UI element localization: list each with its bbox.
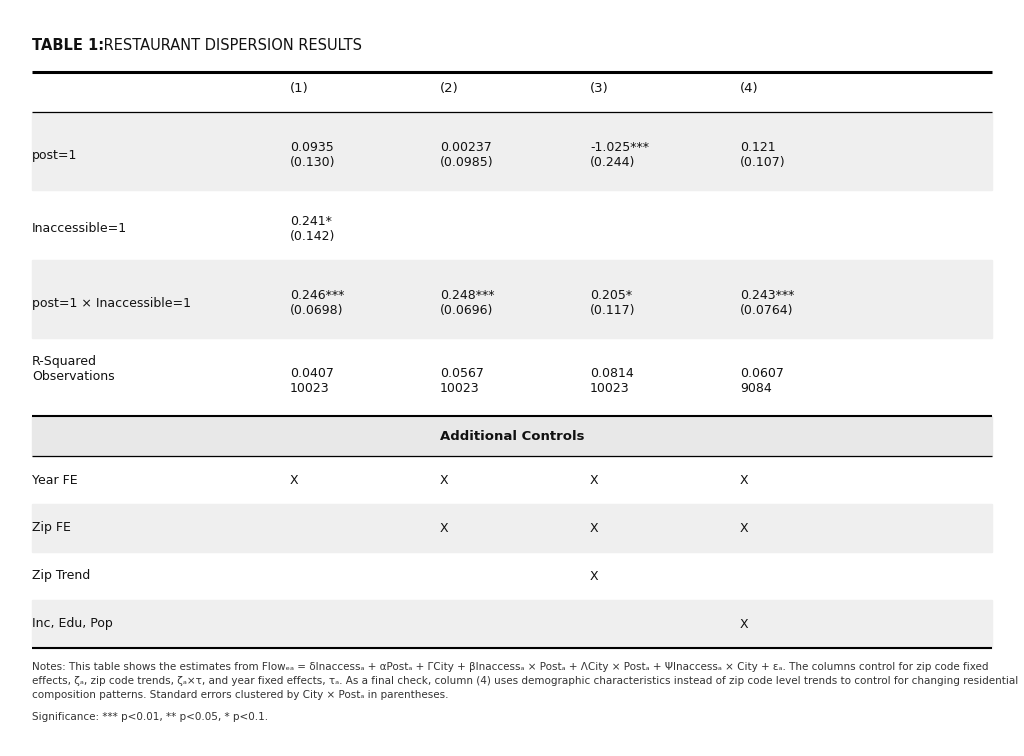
Text: 0.00237
(0.0985): 0.00237 (0.0985) — [440, 141, 494, 169]
Text: 0.0607
9084: 0.0607 9084 — [740, 367, 784, 395]
Text: Zip Trend: Zip Trend — [32, 569, 90, 583]
Text: TABLE 1:: TABLE 1: — [32, 38, 104, 53]
Text: (4): (4) — [740, 82, 759, 95]
Text: Year FE: Year FE — [32, 473, 78, 487]
Text: X: X — [590, 473, 599, 487]
Text: 0.0567
10023: 0.0567 10023 — [440, 367, 484, 395]
Text: X: X — [440, 473, 449, 487]
Text: 0.0407
10023: 0.0407 10023 — [290, 367, 334, 395]
Text: X: X — [740, 522, 749, 534]
Text: 0.0935
(0.130): 0.0935 (0.130) — [290, 141, 336, 169]
Text: 0.246***
(0.0698): 0.246*** (0.0698) — [290, 289, 344, 317]
Bar — [32, 416, 992, 456]
Text: 0.121
(0.107): 0.121 (0.107) — [740, 141, 785, 169]
Text: X: X — [740, 618, 749, 631]
Text: post=1 × Inaccessible=1: post=1 × Inaccessible=1 — [32, 296, 191, 309]
Text: X: X — [590, 522, 599, 534]
Text: X: X — [290, 473, 299, 487]
Text: -1.025***
(0.244): -1.025*** (0.244) — [590, 141, 649, 169]
Bar — [32, 112, 992, 190]
Text: R-Squared
Observations: R-Squared Observations — [32, 355, 115, 383]
Text: Zip FE: Zip FE — [32, 522, 71, 534]
Text: X: X — [740, 473, 749, 487]
Text: (2): (2) — [440, 82, 459, 95]
Text: (3): (3) — [590, 82, 608, 95]
Bar — [32, 600, 992, 648]
Text: 0.248***
(0.0696): 0.248*** (0.0696) — [440, 289, 495, 317]
Text: Inc, Edu, Pop: Inc, Edu, Pop — [32, 618, 113, 631]
Text: Notes: This table shows the estimates from Flowₑₐ = δInaccessₐ + αPostₐ + ΓCity⁣: Notes: This table shows the estimates fr… — [32, 662, 988, 672]
Text: RESTAURANT DISPERSION RESULTS: RESTAURANT DISPERSION RESULTS — [99, 38, 362, 53]
Text: post=1: post=1 — [32, 148, 78, 162]
Text: composition patterns. Standard errors clustered by City⁣ × Postₐ in parentheses.: composition patterns. Standard errors cl… — [32, 690, 449, 700]
Text: 0.241*
(0.142): 0.241* (0.142) — [290, 215, 336, 243]
Text: 0.0814
10023: 0.0814 10023 — [590, 367, 634, 395]
Text: 0.205*
(0.117): 0.205* (0.117) — [590, 289, 636, 317]
Text: 0.243***
(0.0764): 0.243*** (0.0764) — [740, 289, 795, 317]
Text: Significance: *** p<0.01, ** p<0.05, * p<0.1.: Significance: *** p<0.01, ** p<0.05, * p… — [32, 712, 268, 722]
Bar — [32, 260, 992, 338]
Text: X: X — [590, 569, 599, 583]
Text: (1): (1) — [290, 82, 309, 95]
Text: X: X — [440, 522, 449, 534]
Bar — [32, 504, 992, 552]
Text: effects, ζₐ, zip code trends, ζₐ×τ, and year fixed effects, τₐ. As a final check: effects, ζₐ, zip code trends, ζₐ×τ, and … — [32, 676, 1018, 686]
Text: Additional Controls: Additional Controls — [439, 429, 585, 442]
Text: Inaccessible=1: Inaccessible=1 — [32, 222, 127, 236]
